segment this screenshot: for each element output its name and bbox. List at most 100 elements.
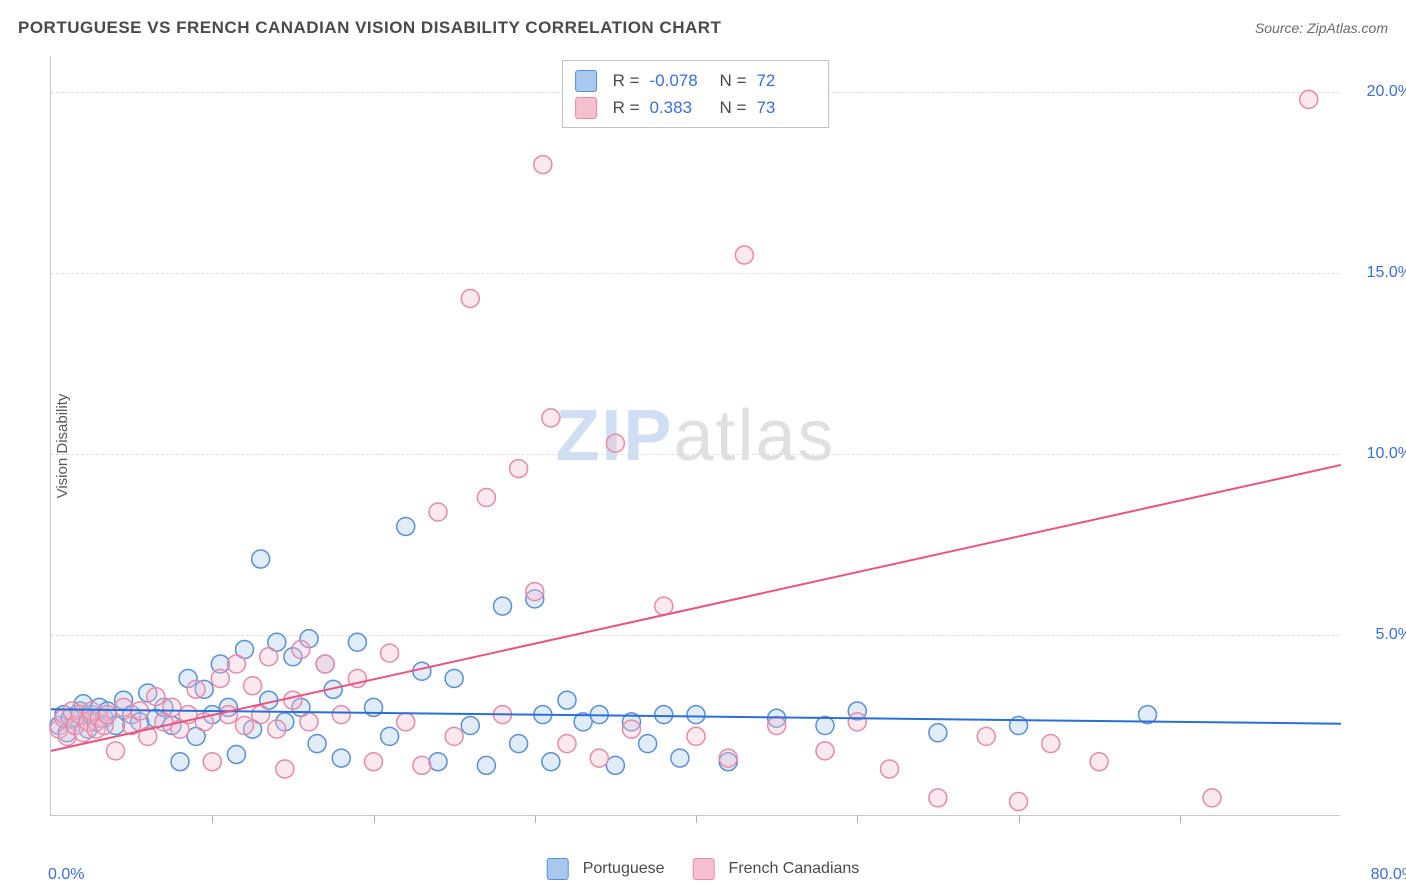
scatter-point [316,655,334,673]
x-tick-label-max: 80.0% [1371,866,1406,884]
scatter-point [623,720,641,738]
scatter-point [171,753,189,771]
scatter-point [227,745,245,763]
scatter-point [219,706,237,724]
scatter-point [252,706,270,724]
stats-row-french: R = 0.383 N = 73 [575,94,817,121]
scatter-point [98,706,116,724]
scatter-point [1010,793,1028,811]
scatter-point [381,727,399,745]
scatter-point [227,655,245,673]
scatter-point [284,691,302,709]
scatter-point [244,677,262,695]
legend-swatch-blue [575,70,597,92]
scatter-point [510,735,528,753]
scatter-point [558,691,576,709]
plot-area: ZIPatlas R = -0.078 N = 72 R = 0.383 N =… [50,56,1340,816]
scatter-point [252,550,270,568]
scatter-point [655,706,673,724]
scatter-point [719,749,737,767]
scatter-point [526,583,544,601]
x-tick [535,815,536,823]
y-tick-label: 15.0% [1350,264,1406,282]
legend-swatch-pink [575,97,597,119]
stats-row-portuguese: R = -0.078 N = 72 [575,67,817,94]
legend-label: French Canadians [729,860,860,878]
n-label: N = [720,94,747,121]
scatter-point [1203,789,1221,807]
scatter-point [187,680,205,698]
scatter-point [107,742,125,760]
legend-label: Portuguese [583,860,665,878]
scatter-point [477,756,495,774]
scatter-point [260,648,278,666]
scatter-point [429,753,447,771]
r-value: -0.078 [650,67,710,94]
legend-swatch-pink [693,858,715,880]
scatter-point [308,735,326,753]
scatter-point [929,789,947,807]
x-tick [1019,815,1020,823]
n-value: 73 [756,94,816,121]
x-tick [212,815,213,823]
scatter-point [203,753,221,771]
scatter-point [397,713,415,731]
scatter-point [477,489,495,507]
scatter-point [494,597,512,615]
scatter-point [606,756,624,774]
r-value: 0.383 [650,94,710,121]
scatter-point [147,688,165,706]
scatter-point [348,633,366,651]
scatter-point [211,669,229,687]
y-tick-label: 20.0% [1350,83,1406,101]
scatter-point [816,717,834,735]
scatter-point [929,724,947,742]
scatter-point [163,698,181,716]
bottom-legend: Portuguese French Canadians [547,858,860,880]
scatter-point [292,641,310,659]
legend-item-french: French Canadians [693,858,860,880]
y-tick-label: 10.0% [1350,445,1406,463]
scatter-point [977,727,995,745]
scatter-point [236,717,254,735]
title-bar: PORTUGUESE VS FRENCH CANADIAN VISION DIS… [18,18,1388,38]
scatter-point [558,735,576,753]
scatter-point [687,706,705,724]
scatter-point [510,460,528,478]
r-label: R = [613,67,640,94]
scatter-point [735,246,753,264]
scatter-point [606,434,624,452]
n-value: 72 [756,67,816,94]
y-tick-label: 5.0% [1350,626,1406,644]
scatter-point [413,662,431,680]
scatter-point [881,760,899,778]
scatter-point [365,753,383,771]
legend-swatch-blue [547,858,569,880]
scatter-point [542,753,560,771]
n-label: N = [720,67,747,94]
scatter-point [687,727,705,745]
scatter-point [639,735,657,753]
scatter-point [534,156,552,174]
r-label: R = [613,94,640,121]
scatter-point [590,749,608,767]
scatter-point [655,597,673,615]
scatter-point [1090,753,1108,771]
scatter-point [768,717,786,735]
scatter-point [671,749,689,767]
scatter-point [115,698,133,716]
x-tick-label-min: 0.0% [48,866,84,884]
scatter-point [445,669,463,687]
scatter-point [848,713,866,731]
scatter-point [542,409,560,427]
scatter-point [445,727,463,745]
scatter-point [381,644,399,662]
stats-legend: R = -0.078 N = 72 R = 0.383 N = 73 [562,60,830,128]
scatter-point [268,720,286,738]
scatter-point [429,503,447,521]
scatter-point [816,742,834,760]
scatter-point [461,289,479,307]
legend-item-portuguese: Portuguese [547,858,665,880]
scatter-point [461,717,479,735]
x-tick [1180,815,1181,823]
